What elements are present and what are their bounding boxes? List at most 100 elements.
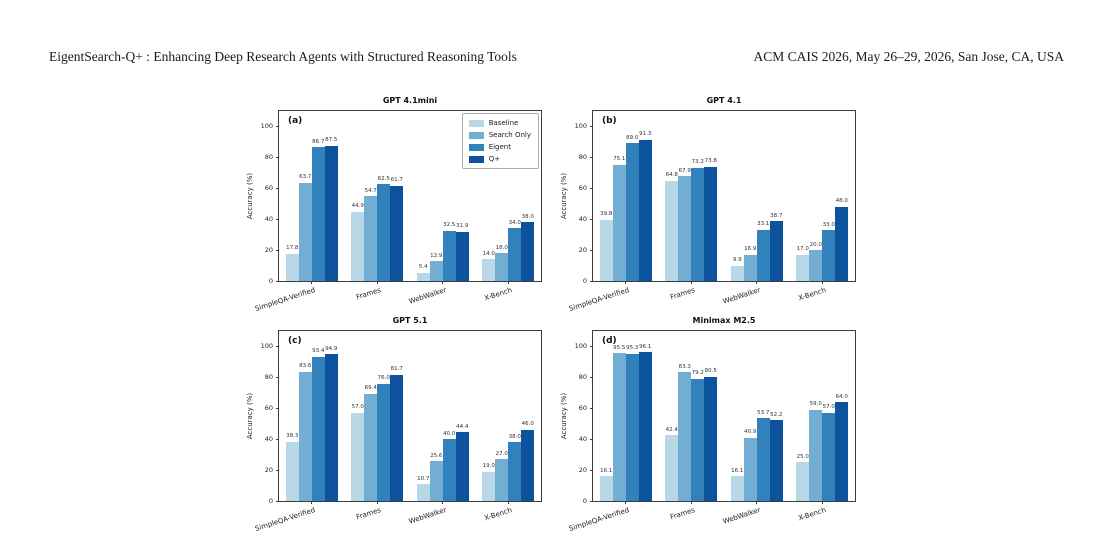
bar-baseline: [730, 265, 744, 281]
bar-value-label: 9.9: [732, 257, 742, 264]
legend-item: Eigent: [468, 143, 531, 151]
bar-q+: [835, 206, 849, 281]
bar-value-label: 16.1: [600, 467, 613, 474]
bar-search-only: [495, 253, 509, 281]
x-tick-mark: [821, 501, 823, 504]
legend-label: Baseline: [488, 119, 519, 127]
x-category-label: WebWalker: [721, 286, 762, 306]
bar-value-label: 53.7: [757, 409, 770, 416]
x-category-label: SimpleQA-Verified: [254, 286, 317, 313]
bar-q+: [769, 420, 783, 501]
y-tick-mark: [276, 249, 279, 251]
bar-baseline: [285, 441, 299, 501]
bar-baseline: [796, 462, 810, 501]
bar-search-only: [743, 437, 757, 501]
x-tick-mark: [376, 501, 378, 504]
y-tick-label: 40: [578, 435, 587, 444]
y-tick-label: 100: [260, 342, 273, 351]
x-tick-mark: [690, 281, 692, 284]
y-tick-label: 60: [578, 404, 587, 413]
bar-value-label: 89.0: [626, 134, 639, 141]
y-tick-mark: [590, 438, 593, 440]
y-tick-label: 80: [264, 373, 273, 382]
bar-value-label: 16.9: [744, 246, 757, 253]
x-category-label: X-Bench: [483, 286, 513, 303]
chart-panel-a: GPT 4.1mini (a) Accuracy (%) 0 20 40 60 80 100 Si…: [246, 96, 542, 313]
bar-eigent: [377, 184, 391, 281]
bar-value-label: 44.4: [456, 423, 469, 430]
legend-item: Baseline: [468, 119, 531, 127]
x-tick-mark: [690, 501, 692, 504]
x-category-label: X-Bench: [483, 506, 513, 523]
bar-value-label: 38.0: [508, 433, 521, 440]
bar-value-label: 16.1: [731, 467, 744, 474]
bar-eigent: [822, 230, 836, 281]
legend-swatch-icon: [468, 119, 484, 127]
y-tick-label: 80: [578, 153, 587, 162]
y-tick-label: 40: [578, 215, 587, 224]
bar-q+: [638, 139, 652, 281]
x-tick-mark: [442, 281, 444, 284]
chart-panel-c: GPT 5.1 (c) Accuracy (%) 0 20 40 60 80 100 Simple…: [246, 316, 542, 533]
bar-value-label: 96.1: [639, 343, 652, 350]
bar-baseline: [416, 484, 430, 501]
y-tick-mark: [590, 156, 593, 158]
bar-value-label: 83.6: [299, 363, 312, 370]
bar-q+: [769, 221, 783, 281]
bar-search-only: [364, 393, 378, 501]
x-category-label: Frames: [669, 506, 696, 522]
bar-value-label: 33.1: [757, 221, 770, 228]
bar-value-label: 76.0: [377, 375, 390, 382]
bar-value-label: 27.0: [495, 450, 508, 457]
bar-value-label: 33.0: [822, 221, 835, 228]
bar-value-label: 19.0: [482, 463, 495, 470]
bar-baseline: [351, 211, 365, 281]
bar-value-label: 93.4: [312, 348, 325, 355]
bar-eigent: [822, 412, 836, 501]
y-tick-label: 20: [264, 466, 273, 475]
bar-value-label: 83.3: [678, 363, 691, 370]
x-tick-mark: [821, 281, 823, 284]
bar-search-only: [495, 459, 509, 501]
bar-value-label: 75.1: [613, 156, 626, 163]
bar-eigent: [625, 143, 639, 281]
bar-eigent: [311, 147, 325, 281]
bar-eigent: [756, 418, 770, 501]
legend-label: Q+: [488, 155, 501, 163]
bar-q+: [704, 166, 718, 281]
y-tick-mark: [276, 187, 279, 189]
x-tick-mark: [625, 501, 627, 504]
y-tick-label: 0: [268, 277, 273, 285]
legend-label: Search Only: [488, 131, 531, 139]
bar-value-label: 73.2: [691, 159, 704, 166]
bar-search-only: [743, 254, 757, 281]
bar-value-label: 67.9: [678, 167, 691, 174]
y-tick-mark: [276, 280, 279, 282]
bar-search-only: [612, 164, 626, 281]
y-tick-mark: [276, 407, 279, 409]
bar-value-label: 59.0: [809, 401, 822, 408]
bar-value-label: 81.7: [390, 366, 403, 373]
x-tick-mark: [625, 281, 627, 284]
x-category-label: Frames: [355, 286, 382, 302]
bar-eigent: [625, 353, 639, 501]
bar-eigent: [311, 356, 325, 501]
bar-baseline: [351, 412, 365, 501]
bar-value-label: 57.0: [822, 404, 835, 411]
y-tick-mark: [590, 345, 593, 347]
x-tick-mark: [376, 281, 378, 284]
bar-search-only: [809, 409, 823, 501]
bar-baseline: [285, 253, 299, 281]
bar-value-label: 38.3: [286, 433, 299, 440]
bar-value-label: 5.4: [418, 264, 428, 271]
bar-value-label: 46.0: [521, 421, 534, 428]
bar-q+: [521, 429, 535, 501]
bar-eigent: [691, 167, 705, 281]
chart-title: Minimax M2.5: [692, 316, 756, 325]
bar-value-label: 80.5: [704, 368, 717, 375]
bar-eigent: [508, 442, 522, 501]
chart-panel-b: GPT 4.1 (b) Accuracy (%) 0 20 40 60 80 100 Simple…: [560, 96, 856, 313]
bar-value-label: 94.9: [325, 345, 338, 352]
y-tick-label: 100: [574, 342, 587, 351]
